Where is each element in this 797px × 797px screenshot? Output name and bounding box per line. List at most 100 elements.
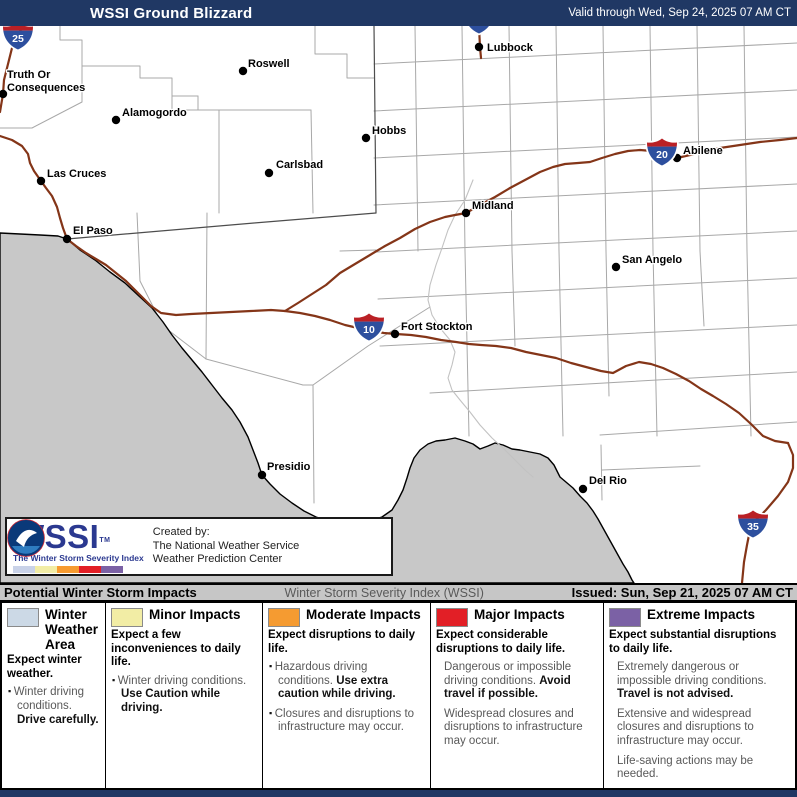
shield-number: 25 [12, 33, 24, 45]
county-boundary [375, 230, 797, 253]
issued-text: Issued: Sun, Sep 21, 2025 07 AM CT [571, 585, 793, 600]
scale-segment [57, 565, 79, 573]
county-boundary [600, 444, 603, 501]
legend-item: ▪ Hazardous driving conditions. Use extr… [269, 661, 396, 701]
legend-item: Extensive and widespread closures and di… [617, 707, 754, 747]
legend-swatch [436, 608, 468, 627]
highway-line [283, 136, 797, 313]
county-boundary [205, 212, 208, 360]
title-bar: WSSI Ground Blizzard Valid through Wed, … [0, 0, 797, 26]
city-label: El Paso [73, 225, 113, 237]
county-boundary [310, 109, 314, 214]
city-label: Las Cruces [47, 168, 106, 180]
city-label: Hobbs [372, 125, 406, 137]
valid-through-text: Valid through Wed, Sep 24, 2025 07 AM CT [568, 7, 791, 19]
credit-text: Created by: The National Weather Service… [153, 526, 300, 567]
county-boundary [373, 89, 797, 112]
river-line [427, 179, 534, 478]
city-label: Alamogordo [122, 107, 187, 119]
county-boundary [414, 26, 419, 252]
legend-swatch [268, 608, 300, 627]
county-boundary [429, 371, 797, 394]
county-boundary [599, 421, 797, 436]
wssi-tagline: The Winter Storm Severity Index [13, 553, 144, 564]
noaa-logo-icon [8, 520, 44, 556]
state-boundary [373, 26, 377, 214]
interstate-shield-icon: 20 [645, 136, 679, 168]
wssi-color-scale [13, 565, 123, 573]
city-dot [264, 168, 274, 178]
county-boundary [558, 250, 564, 437]
state-boundary [66, 212, 377, 240]
city-dot [62, 234, 72, 244]
county-boundary [205, 358, 304, 386]
county-boundary [136, 212, 207, 360]
legend-lead-text: Expect a few inconveniences to daily lif… [111, 629, 241, 669]
status-left-title: Potential Winter Storm Impacts [4, 585, 197, 600]
legend-swatch [609, 608, 641, 627]
city-label: Abilene [683, 145, 723, 157]
city-marker: Presidio [257, 460, 312, 480]
city-marker: Lubbock [474, 41, 535, 55]
legend-item: Extremely dangerous or impossible drivin… [617, 661, 767, 701]
highway-line [740, 441, 795, 583]
city-dot [461, 208, 471, 218]
county-boundary [746, 250, 752, 437]
map-area: Lubbock Roswell Truth Or Consequences Alamog… [0, 26, 797, 583]
county-boundary [649, 26, 654, 252]
city-label: Lubbock [487, 42, 534, 54]
county-boundary [696, 26, 701, 252]
interstate-shield-icon: 25 [1, 26, 35, 52]
bottom-bar [0, 790, 797, 797]
interstate-shield-icon: 35 [736, 508, 770, 540]
legend-lead-text: Expect considerable disruptions to daily… [436, 629, 566, 655]
county-boundary [373, 42, 797, 65]
county-boundary [602, 26, 607, 252]
city-dot [0, 89, 8, 99]
city-label: Carlsbad [276, 159, 323, 171]
legend-title: Moderate Impacts [306, 607, 421, 622]
city-label: Truth Or [7, 69, 51, 81]
legend-item: Life-saving actions may be needed. [617, 754, 754, 781]
legend-column-winter-weather-area: Winter Weather Area Expect winter weather… [2, 603, 106, 788]
impact-legend: Winter Weather Area Expect winter weather… [0, 601, 797, 790]
shield-number: 20 [656, 149, 668, 161]
city-marker: Fort Stockton [390, 320, 474, 339]
legend-column-minor-impacts: Minor Impacts Expect a few inconveniences… [106, 603, 263, 788]
county-boundary [743, 26, 748, 252]
legend-swatch [111, 608, 143, 627]
county-boundary [314, 26, 375, 79]
county-boundary [373, 183, 797, 206]
city-marker: Midland [461, 199, 515, 218]
scale-segment [13, 565, 35, 573]
city-label: Presidio [267, 461, 311, 473]
city-dot [474, 42, 484, 52]
city-dot [361, 133, 371, 143]
city-label: Roswell [248, 58, 290, 70]
legend-swatch [7, 608, 39, 627]
city-label: San Angelo [622, 254, 682, 266]
county-boundary [555, 26, 560, 252]
legend-column-moderate-impacts: Moderate Impacts Expect disruptions to da… [263, 603, 431, 788]
credit-line: Weather Prediction Center [152, 553, 283, 566]
legend-lead-text: Expect substantial disruptions to daily … [609, 629, 777, 655]
credit-line: Created by: [152, 525, 210, 538]
legend-title: Winter Weather Area [45, 607, 99, 653]
city-marker: Abilene [672, 144, 724, 163]
city-dot [238, 66, 248, 76]
highway-line [0, 134, 69, 241]
scale-segment [101, 565, 123, 573]
county-boundary [339, 249, 377, 252]
highway-line [65, 237, 287, 317]
legend-item: ▪ Closures and disruptions to infrastruc… [269, 707, 415, 734]
city-dot [578, 484, 588, 494]
legend-title: Extreme Impacts [647, 607, 756, 622]
page-title: WSSI Ground Blizzard [90, 4, 253, 22]
city-marker: San Angelo [611, 253, 684, 272]
city-dot [611, 262, 621, 272]
city-marker: Las Cruces [36, 167, 108, 186]
city-dot [257, 470, 267, 480]
